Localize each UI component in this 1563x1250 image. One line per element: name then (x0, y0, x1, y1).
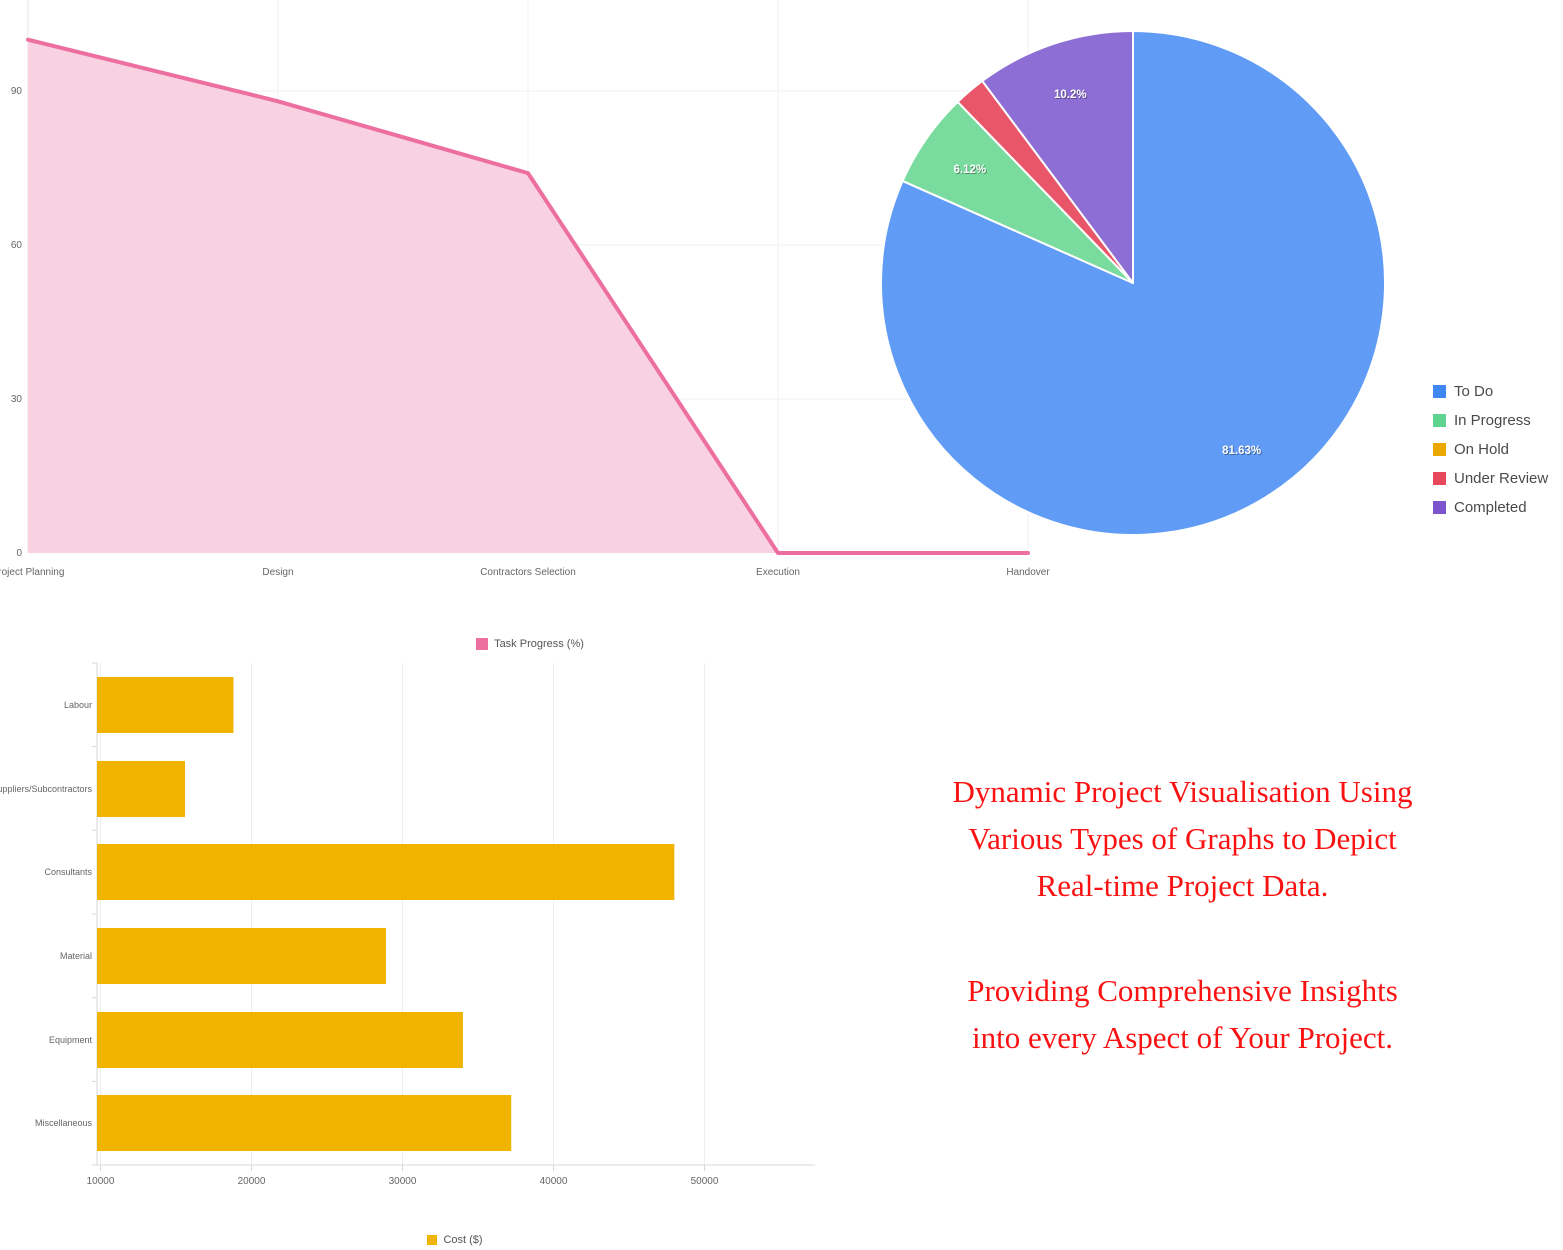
bar-category-label-equipment: Equipment (49, 1035, 93, 1045)
area-xtick-label-project-planning: Project Planning (0, 567, 64, 578)
area-ytick-label: 30 (11, 394, 23, 405)
bar-consultants (97, 844, 675, 900)
pie-chart-plot: 81.63%81.63%6.12%6.12%10.2%10.2% (879, 30, 1386, 536)
insights-line: Real-time Project Data. (1036, 868, 1329, 904)
area-xtick-label-handover: Handover (1006, 567, 1050, 578)
pie-slice-completed (981, 30, 1134, 284)
task-progress-area-fill (28, 39, 1028, 553)
insights-line: Providing Comprehensive Insights (967, 973, 1398, 1009)
area-ytick-label: 60 (11, 240, 23, 251)
pie-legend: To Do In Progress On Hold Under Review Compl… (1433, 383, 1548, 528)
bar-category-label-labour: Labour (64, 700, 92, 710)
insights-line: into every Aspect of Your Project. (971, 1020, 1394, 1056)
on-hold-legend-swatch (1433, 442, 1446, 456)
pie-legend-item-in-progress[interactable]: In Progress (1433, 411, 1548, 429)
bar-equipment (97, 1012, 463, 1068)
pie-legend-item-on-hold[interactable]: On Hold (1433, 440, 1548, 458)
cost-bar-chart: 10000 20000 30000 40000 50000 Labour Suppliers… (0, 660, 830, 1250)
area-xtick-label-contractors-selection: Contractors Selection (480, 567, 576, 578)
bar-xtick-label: 40000 (540, 1176, 568, 1187)
pie-data-label-in-progress: 6.12% (953, 164, 986, 176)
area-chart-plot: 0 30 60 90 Project Planning Design Contractors… (0, 0, 1050, 578)
cost-legend-swatch (427, 1235, 438, 1245)
under-review-legend-swatch (1433, 471, 1446, 485)
area-ytick-label: 0 (16, 548, 22, 559)
task-progress-line (26, 37, 1030, 555)
pie-legend-item-under-review[interactable]: Under Review (1433, 469, 1549, 487)
cost-legend-label: Cost ($) (443, 1234, 483, 1246)
pie-label-shadow: 6.12% (954, 165, 987, 177)
to-do-legend-label: To Do (1454, 382, 1494, 400)
bar-suppliers-subcontractors (97, 761, 186, 817)
area-xtick-label-execution: Execution (756, 567, 800, 578)
bar-xtick-label: 50000 (691, 1176, 719, 1187)
area-ytick-label: 90 (11, 86, 23, 97)
in-progress-legend-swatch (1433, 413, 1446, 427)
to-do-legend-swatch (1433, 384, 1446, 398)
pie-legend-item-to-do[interactable]: To Do (1433, 382, 1548, 400)
bar-miscellaneous (97, 1095, 512, 1151)
bar-category-label-material: Material (60, 951, 92, 961)
insights-line: Dynamic Project Visualisation Using (952, 774, 1413, 809)
pie-data-label-completed: 10.2% (1054, 89, 1087, 101)
insights-paragraph-2: Providing Comprehensive Insights into ev… (855, 967, 1510, 1061)
area-xtick-label-design: Design (262, 567, 293, 578)
task-progress-legend-swatch (476, 638, 489, 650)
in-progress-legend-label: In Progress (1454, 411, 1531, 429)
pie-legend-item-completed[interactable]: Completed (1433, 498, 1548, 516)
bar-xtick-label: 30000 (389, 1176, 417, 1187)
bar-category-label-consultants: Consultants (44, 867, 92, 877)
bar-xtick-label: 10000 (87, 1176, 115, 1187)
bar-labour (97, 677, 234, 733)
bar-category-label-miscellaneous: Miscellaneous (35, 1118, 93, 1128)
insights-text: Dynamic Project Visualisation Using Vari… (855, 768, 1510, 1120)
bar-category-label-suppliers-subcontractors: Suppliers/Subcontractors (0, 784, 93, 794)
bar-chart-plot: 10000 20000 30000 40000 50000 Labour Suppliers… (0, 662, 815, 1187)
completed-legend-swatch (1433, 500, 1446, 514)
task-status-pie-chart: 81.63% 81.63% 6.12% 6.12% 10.2% 10.2% (878, 28, 1390, 540)
insights-paragraph-1: Dynamic Project Visualisation Using Vari… (855, 768, 1510, 909)
task-progress-legend-label: Task Progress (%) (494, 638, 584, 650)
pie-label-shadow: 10.2% (1055, 90, 1088, 102)
under-review-legend-label: Under Review (1454, 469, 1549, 487)
pie-label-shadow: 81.63% (1223, 446, 1262, 458)
area-chart-legend[interactable]: Task Progress (%) (0, 638, 1060, 650)
pie-data-label-to-do: 81.63% (1222, 445, 1261, 457)
insights-line: Various Types of Graphs to Depict (968, 821, 1397, 857)
completed-legend-label: Completed (1454, 498, 1527, 516)
bar-chart-legend[interactable]: Cost ($) (90, 1234, 820, 1246)
bar-material (97, 928, 386, 984)
on-hold-legend-label: On Hold (1454, 440, 1510, 458)
bar-xtick-label: 20000 (238, 1176, 266, 1187)
task-progress-area-chart: 0 30 60 90 Project Planning Design Contractors… (0, 0, 1060, 660)
